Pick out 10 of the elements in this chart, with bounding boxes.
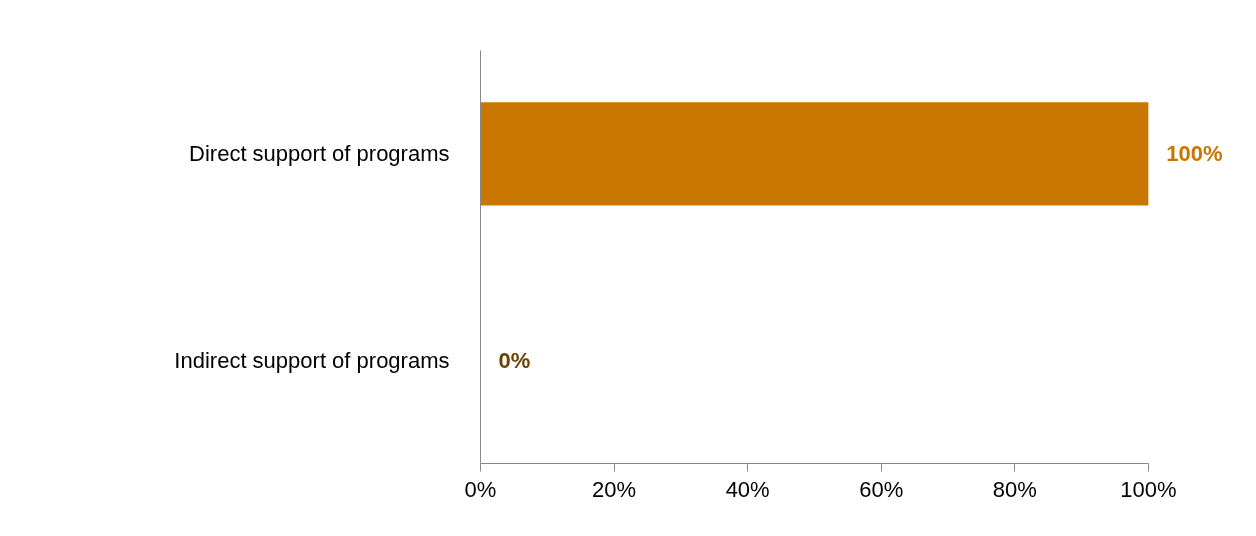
x-tick-label: 80% bbox=[992, 476, 1037, 502]
x-tick-label: 100% bbox=[1120, 476, 1177, 502]
data-label: 0% bbox=[498, 347, 531, 373]
y-tick-label: Indirect support of programs bbox=[174, 347, 450, 373]
data-label: 100% bbox=[1166, 141, 1223, 167]
x-tick-label: 40% bbox=[725, 476, 770, 502]
x-tick-label: 0% bbox=[464, 476, 497, 502]
x-tick-label: 60% bbox=[859, 476, 904, 502]
x-tick-label: 20% bbox=[592, 476, 637, 502]
y-tick-label: Direct support of programs bbox=[189, 141, 450, 167]
